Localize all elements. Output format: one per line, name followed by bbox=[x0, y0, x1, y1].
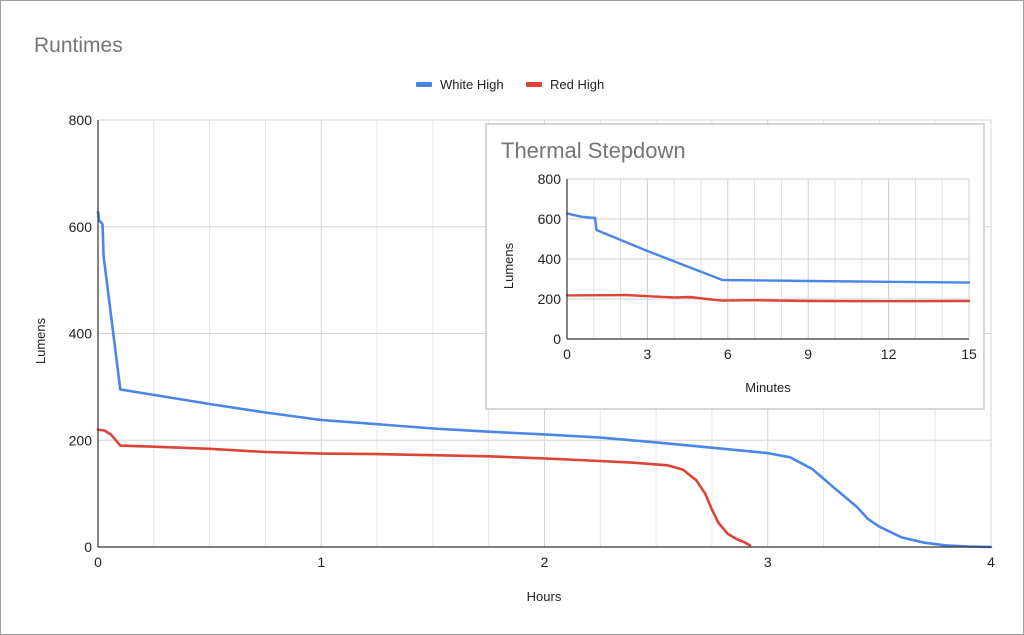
inset-x-tick-label: 3 bbox=[644, 346, 652, 362]
legend-swatch-white-high bbox=[416, 82, 432, 87]
inset-y-tick-label: 400 bbox=[538, 251, 562, 267]
inset-series-white-high bbox=[565, 212, 971, 284]
main-x-tick-label: 2 bbox=[541, 554, 549, 570]
inset-x-axis-label: Minutes bbox=[745, 380, 791, 395]
inset-x-tick-label: 6 bbox=[724, 346, 732, 362]
inset-y-tick-label: 200 bbox=[538, 291, 562, 307]
legend: White High Red High bbox=[416, 77, 604, 92]
chart-title: Runtimes bbox=[34, 34, 123, 57]
inset-tick-labels: 0 3 6 9 12 15 0 200 400 600 800 bbox=[538, 171, 977, 362]
inset-y-tick-label: 600 bbox=[538, 211, 562, 227]
main-y-tick-label: 200 bbox=[69, 432, 93, 448]
inset-y-axis-label: Lumens bbox=[501, 242, 516, 289]
main-x-axis-label: Hours bbox=[527, 589, 562, 604]
main-axes bbox=[97, 120, 991, 548]
main-y-tick-label: 600 bbox=[69, 219, 93, 235]
main-x-tick-label: 0 bbox=[94, 554, 102, 570]
main-y-tick-label: 800 bbox=[69, 112, 93, 128]
inset-x-tick-label: 9 bbox=[804, 346, 812, 362]
inset-chart: Thermal Stepdown 0 3 6 9 12 15 0 200 400 600 800 M… bbox=[485, 123, 985, 410]
inset-series bbox=[565, 212, 971, 303]
legend-swatch-red-high bbox=[526, 82, 542, 87]
inset-series-red-high bbox=[565, 293, 971, 303]
main-series-red-high bbox=[96, 428, 752, 547]
main-x-tick-label: 3 bbox=[764, 554, 772, 570]
main-series-white-high bbox=[96, 210, 993, 549]
inset-title: Thermal Stepdown bbox=[501, 138, 686, 163]
inset-x-tick-label: 15 bbox=[961, 346, 977, 362]
inset-x-tick-label: 12 bbox=[881, 346, 897, 362]
main-y-tick-label: 400 bbox=[69, 326, 93, 342]
inset-x-tick-label: 0 bbox=[563, 346, 571, 362]
inset-y-tick-label: 0 bbox=[553, 331, 561, 347]
main-y-axis-label: Lumens bbox=[33, 317, 48, 364]
main-series bbox=[96, 210, 993, 549]
main-y-tick-label: 0 bbox=[84, 539, 92, 555]
inset-box bbox=[485, 123, 985, 410]
inset-axes bbox=[566, 179, 969, 340]
legend-label-red-high: Red High bbox=[550, 77, 604, 92]
main-x-tick-label: 4 bbox=[987, 554, 995, 570]
inset-y-tick-label: 800 bbox=[538, 171, 562, 187]
main-x-tick-label: 1 bbox=[317, 554, 325, 570]
legend-label-white-high: White High bbox=[440, 77, 504, 92]
inset-gridlines bbox=[567, 178, 970, 339]
